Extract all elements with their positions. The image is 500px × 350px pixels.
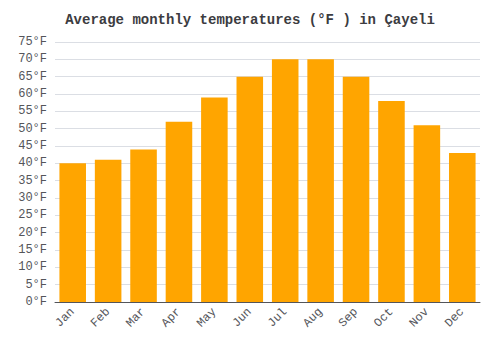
svg-text:55°F: 55°F [18, 104, 47, 118]
svg-text:Feb: Feb [88, 305, 113, 330]
svg-text:20°F: 20°F [18, 226, 47, 240]
svg-text:65°F: 65°F [18, 70, 47, 84]
svg-text:Nov: Nov [407, 305, 432, 330]
svg-text:Mar: Mar [123, 305, 148, 330]
svg-text:Jan: Jan [53, 305, 78, 330]
svg-text:Average monthly temperatures (: Average monthly temperatures (°F ) in Ça… [65, 12, 435, 28]
svg-text:0°F: 0°F [25, 295, 47, 309]
svg-text:35°F: 35°F [18, 174, 47, 188]
svg-text:70°F: 70°F [18, 52, 47, 66]
svg-text:15°F: 15°F [18, 243, 47, 257]
svg-text:Oct: Oct [371, 305, 396, 330]
svg-text:Aug: Aug [300, 305, 325, 330]
svg-text:May: May [194, 305, 219, 330]
svg-text:Apr: Apr [159, 305, 184, 330]
svg-text:5°F: 5°F [25, 278, 47, 292]
svg-text:50°F: 50°F [18, 122, 47, 136]
svg-text:30°F: 30°F [18, 191, 47, 205]
svg-text:45°F: 45°F [18, 139, 47, 153]
svg-text:10°F: 10°F [18, 260, 47, 274]
svg-text:Dec: Dec [442, 305, 467, 330]
svg-text:75°F: 75°F [18, 35, 47, 49]
svg-text:Sep: Sep [336, 305, 361, 330]
svg-text:Jul: Jul [265, 305, 290, 330]
svg-text:60°F: 60°F [18, 87, 47, 101]
svg-text:Jun: Jun [230, 305, 255, 330]
svg-text:40°F: 40°F [18, 156, 47, 170]
svg-text:25°F: 25°F [18, 208, 47, 222]
